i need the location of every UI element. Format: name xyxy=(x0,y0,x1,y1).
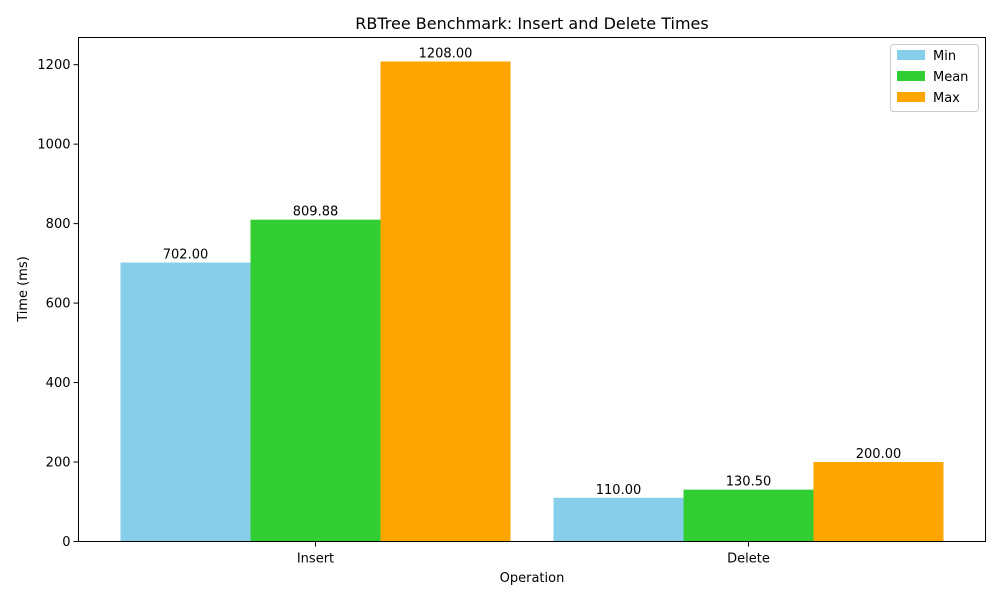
legend: Min Mean Max xyxy=(890,44,979,112)
y-axis-label: Time (ms) xyxy=(16,256,31,323)
x-axis: Insert Delete xyxy=(297,541,770,567)
bar-max-delete xyxy=(813,462,944,542)
x-axis-label: Operation xyxy=(500,571,565,586)
y-tick-label: 600 xyxy=(46,297,71,312)
data-label-mean-delete: 130.50 xyxy=(726,475,772,490)
data-label-min-insert: 702.00 xyxy=(163,248,209,263)
legend-label-mean: Mean xyxy=(933,70,968,85)
legend-swatch-max xyxy=(897,92,925,102)
bar-max-insert xyxy=(380,61,511,542)
y-tick-label: 1000 xyxy=(37,138,70,153)
x-tick-label: Delete xyxy=(727,552,770,567)
bar-mean-insert xyxy=(250,219,381,542)
y-tick-label: 0 xyxy=(62,535,70,550)
bar-min-insert xyxy=(120,262,251,542)
data-label-max-insert: 1208.00 xyxy=(419,47,473,62)
legend-swatch-min xyxy=(897,50,925,60)
data-labels-group: 702.00 809.88 1208.00 110.00 130.50 200.00 xyxy=(163,47,902,498)
y-axis: 0 200 400 600 800 1000 1200 xyxy=(37,58,79,550)
data-label-mean-insert: 809.88 xyxy=(293,205,339,220)
plot-frame xyxy=(78,37,986,542)
data-label-max-delete: 200.00 xyxy=(856,447,902,462)
y-tick-label: 400 xyxy=(46,376,71,391)
bars-group xyxy=(120,61,944,542)
x-tick-label: Insert xyxy=(297,552,334,567)
chart-title: RBTree Benchmark: Insert and Delete Time… xyxy=(355,14,708,33)
y-tick-label: 1200 xyxy=(37,58,70,73)
legend-swatch-mean xyxy=(897,71,925,81)
y-tick-label: 800 xyxy=(46,217,71,232)
y-tick-label: 200 xyxy=(46,456,71,471)
legend-label-max: Max xyxy=(933,91,960,106)
bar-mean-delete xyxy=(683,489,814,542)
legend-label-min: Min xyxy=(933,49,956,64)
data-label-min-delete: 110.00 xyxy=(596,483,642,498)
bar-min-delete xyxy=(553,497,684,542)
